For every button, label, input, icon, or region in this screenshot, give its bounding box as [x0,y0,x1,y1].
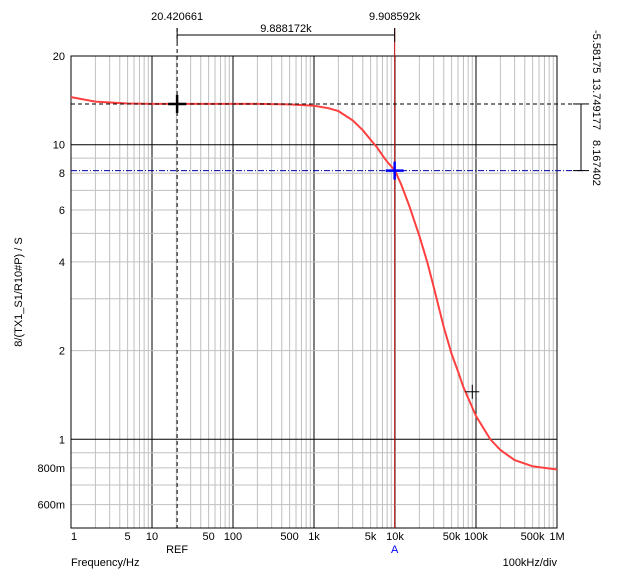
a-y-readout: 8.167402 [590,140,602,186]
x-tick-label: 100k [464,531,488,543]
x-tick-label: 1M [549,531,564,543]
delta-y-readout: -5.58175 [590,30,602,73]
plot-frame [70,55,558,529]
ref-y-readout: 13.749177 [590,78,602,130]
x-tick-label: 50 [202,531,214,543]
x-tick-label: 1 [71,531,77,543]
x-tick-label: 5 [125,531,131,543]
marker-layer [168,94,480,399]
x-tick-label: 5k [365,531,377,543]
x-tick-label: 50k [443,531,461,543]
y-tick-label: 4 [59,257,65,269]
y-tick-labels: 600m 800m 1 2 4 6 8 10 20 [37,51,65,512]
y-tick-label: 10 [53,140,65,152]
delta-x-readout: 9.888172k [260,23,312,35]
y-tick-label: 20 [53,51,65,63]
x-tick-label: 500 [280,531,298,543]
y-tick-label: 8 [59,168,65,180]
ref-cursor-label: REF [166,544,188,556]
ref-x-readout: 20.420661 [151,11,203,23]
y-tick-label: 1 [59,434,65,446]
cursor-layer [71,28,589,528]
x-tick-label: 10 [146,531,158,543]
x-tick-label: 10k [386,531,404,543]
x-tick-label: 100 [224,531,242,543]
y-tick-label: 6 [59,205,65,217]
y-tick-label: 600m [37,500,65,512]
x-axis-label: Frequency/Hz [71,557,139,569]
x-tick-labels: 1 5 10 50 100 500 1k 5k 10k 50k 100k 500k 1M [71,531,565,543]
a-cursor-label: A [391,544,399,556]
x-div-label: 100kHz/div [503,557,558,569]
y-tick-label: 800m [37,463,65,475]
a-x-readout: 9.908592k [369,11,421,23]
x-tick-label: 500k [521,531,545,543]
x-tick-label: 1k [308,531,320,543]
y-tick-label: 2 [59,346,65,358]
grid [71,56,557,528]
y-axis-label: 8/(TX1_S1/R10#P) / S [13,237,25,346]
